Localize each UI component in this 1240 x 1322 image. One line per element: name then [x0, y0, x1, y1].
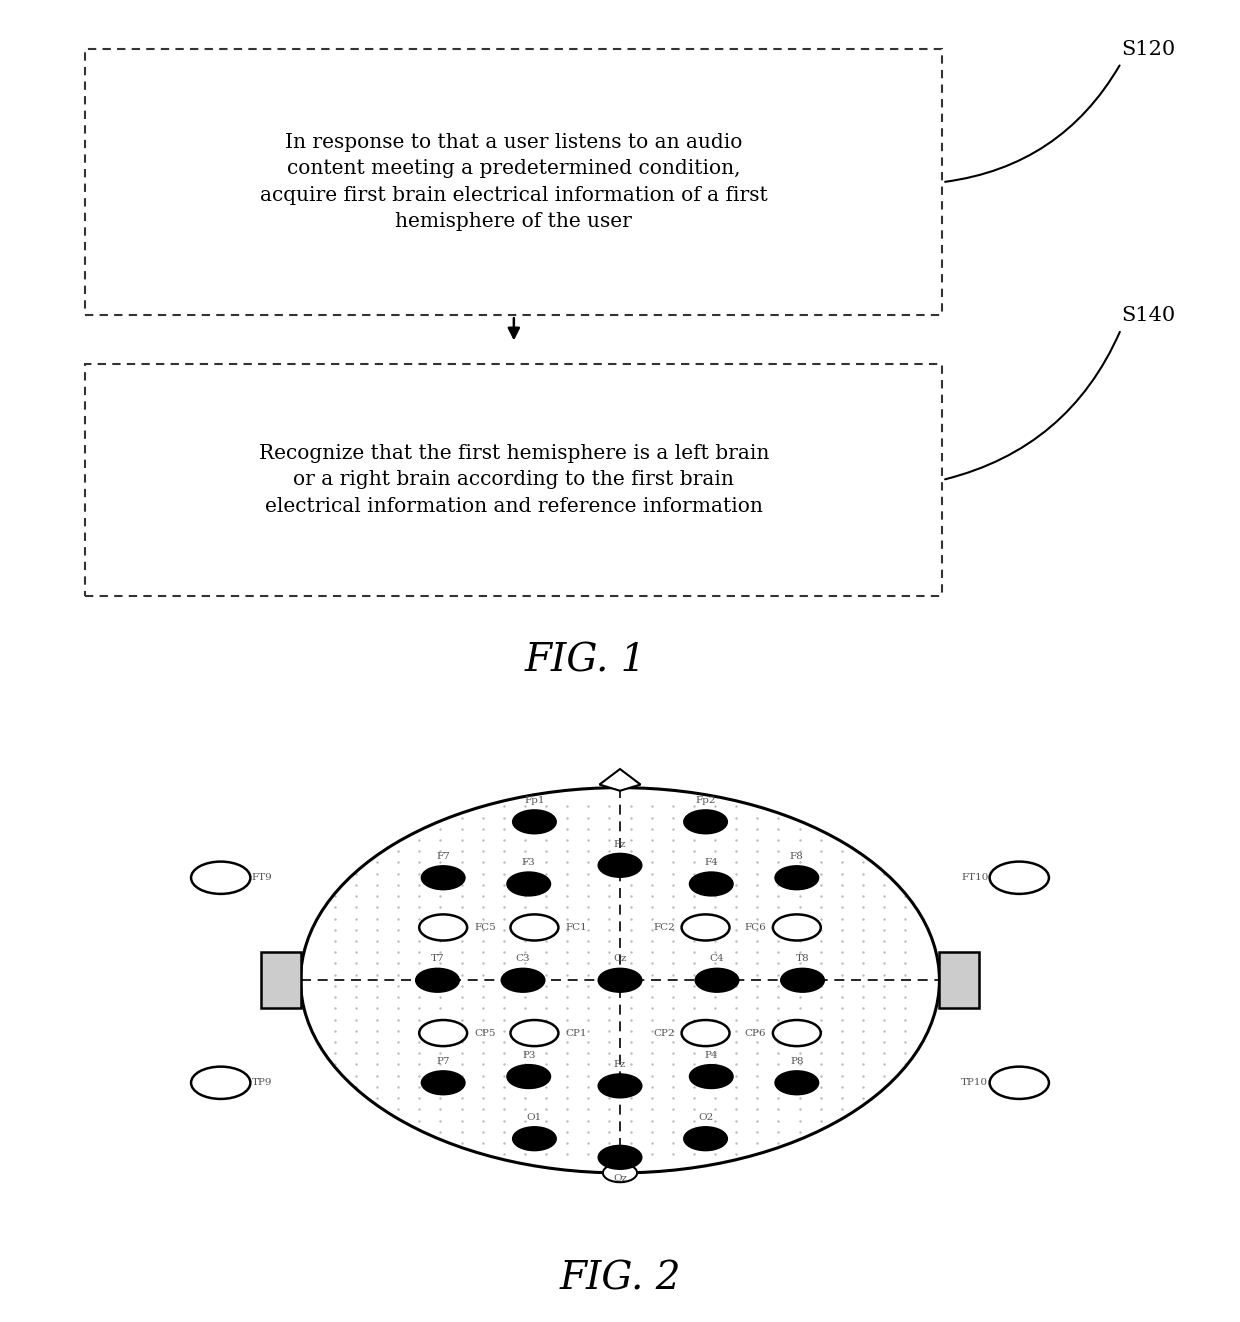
Text: Pz: Pz [614, 1060, 626, 1069]
Text: F7: F7 [436, 851, 450, 861]
Text: CP6: CP6 [744, 1029, 766, 1038]
Circle shape [419, 915, 467, 940]
Circle shape [415, 969, 459, 992]
Circle shape [599, 854, 641, 876]
Circle shape [511, 915, 558, 940]
Circle shape [603, 1163, 637, 1182]
Text: FC1: FC1 [565, 923, 587, 932]
Text: F8: F8 [790, 851, 804, 861]
FancyBboxPatch shape [86, 49, 942, 316]
Circle shape [599, 1073, 641, 1097]
FancyBboxPatch shape [86, 365, 942, 595]
Circle shape [422, 866, 465, 890]
Text: FC6: FC6 [744, 923, 766, 932]
Polygon shape [599, 769, 641, 791]
Circle shape [990, 1067, 1049, 1099]
Text: P3: P3 [522, 1051, 536, 1060]
Text: T8: T8 [796, 954, 810, 964]
Text: FC2: FC2 [653, 923, 675, 932]
Circle shape [501, 969, 544, 992]
Circle shape [775, 866, 818, 890]
Circle shape [684, 1126, 727, 1150]
Text: T7: T7 [430, 954, 444, 964]
Circle shape [682, 1021, 729, 1046]
Circle shape [599, 1146, 641, 1169]
Text: S140: S140 [1121, 305, 1176, 325]
Circle shape [990, 862, 1049, 894]
Circle shape [507, 873, 551, 896]
Circle shape [775, 1071, 818, 1095]
Circle shape [682, 915, 729, 940]
Text: Oz: Oz [613, 1174, 627, 1183]
Circle shape [599, 969, 641, 992]
Text: FT9: FT9 [252, 874, 273, 882]
Text: C3: C3 [516, 954, 531, 964]
Text: P4: P4 [704, 1051, 718, 1060]
Text: Recognize that the first hemisphere is a left brain
or a right brain according t: Recognize that the first hemisphere is a… [259, 444, 769, 516]
Text: S120: S120 [1121, 40, 1176, 58]
Text: FIG. 2: FIG. 2 [559, 1260, 681, 1297]
Text: FIG. 1: FIG. 1 [525, 642, 646, 680]
Text: Fp1: Fp1 [525, 796, 544, 805]
Circle shape [684, 810, 727, 834]
Text: FC5: FC5 [474, 923, 496, 932]
Text: CP2: CP2 [653, 1029, 675, 1038]
Circle shape [191, 862, 250, 894]
Circle shape [422, 1071, 465, 1095]
Circle shape [773, 915, 821, 940]
Circle shape [191, 1067, 250, 1099]
Circle shape [513, 810, 556, 834]
Text: CP1: CP1 [565, 1029, 587, 1038]
Text: O2: O2 [698, 1113, 713, 1122]
Text: O1: O1 [527, 1113, 542, 1122]
Circle shape [507, 1064, 551, 1088]
Text: TP9: TP9 [252, 1079, 272, 1087]
Text: FT10: FT10 [961, 874, 988, 882]
Text: P7: P7 [436, 1058, 450, 1066]
Text: In response to that a user listens to an audio
content meeting a predetermined c: In response to that a user listens to an… [260, 134, 768, 231]
Bar [940, 952, 980, 1009]
Circle shape [773, 1021, 821, 1046]
Circle shape [781, 969, 825, 992]
Circle shape [419, 1021, 467, 1046]
Bar [260, 952, 300, 1009]
Text: CP5: CP5 [474, 1029, 496, 1038]
Circle shape [689, 873, 733, 896]
Circle shape [689, 1064, 733, 1088]
Circle shape [511, 1021, 558, 1046]
Text: P8: P8 [790, 1058, 804, 1066]
Text: Fp2: Fp2 [696, 796, 715, 805]
Text: F3: F3 [522, 858, 536, 867]
Text: F4: F4 [704, 858, 718, 867]
Text: Fz: Fz [614, 839, 626, 849]
Circle shape [696, 969, 739, 992]
Text: TP10: TP10 [961, 1079, 988, 1087]
Circle shape [513, 1126, 556, 1150]
Text: Cz: Cz [614, 954, 626, 964]
Text: C4: C4 [709, 954, 724, 964]
